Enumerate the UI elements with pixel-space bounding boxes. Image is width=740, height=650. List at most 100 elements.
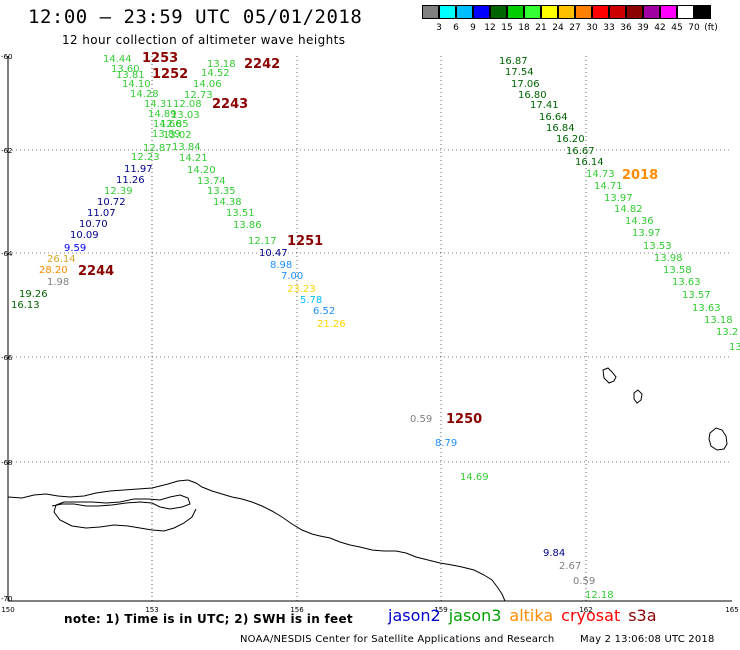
scale-swatch xyxy=(507,5,524,19)
wave-height-value: 19.26 xyxy=(19,289,48,300)
scale-swatch xyxy=(643,5,660,19)
wave-height-value: 13.53 xyxy=(643,241,672,252)
map-frame xyxy=(7,56,732,602)
pass-id-label: 1251 xyxy=(287,234,323,249)
scale-label: 15 xyxy=(501,23,513,33)
satellite-legend-item: s3a xyxy=(628,606,657,625)
wave-height-value: 11.07 xyxy=(87,208,116,219)
pass-id-label: 2244 xyxy=(78,264,114,279)
scale-label: 3 xyxy=(436,23,442,33)
scale-swatch xyxy=(490,5,507,19)
satellite-legend-item: altika xyxy=(509,606,554,625)
wave-height-value: 9.59 xyxy=(64,243,86,254)
coastline-outline xyxy=(7,479,506,602)
scale-label: (ft) xyxy=(704,23,718,33)
scale-label: 24 xyxy=(552,23,564,33)
pass-id-label: 2243 xyxy=(212,97,248,112)
wave-height-value: 14.69 xyxy=(460,472,489,483)
wave-height-value: 12.39 xyxy=(104,186,133,197)
scale-swatch xyxy=(575,5,592,19)
wave-height-value: 13.63 xyxy=(672,277,701,288)
scale-swatch xyxy=(694,5,711,19)
longitude-label: 150 xyxy=(1,606,14,614)
latitude-label: -66 xyxy=(1,354,13,362)
scale-label: 42 xyxy=(654,23,666,33)
wave-height-value: 16.67 xyxy=(566,146,595,157)
map-title: 12:00 – 23:59 UTC 05/01/2018 xyxy=(28,6,363,28)
wave-height-value: 14.21 xyxy=(179,153,208,164)
wave-height-value: 14.89 xyxy=(148,109,177,120)
wave-height-value: 1.98 xyxy=(47,277,69,288)
wave-height-value: 8.79 xyxy=(435,438,457,449)
wave-height-value: 12.18 xyxy=(585,590,614,601)
wave-height-value: 13.89 xyxy=(152,129,181,140)
wave-height-value: 16.64 xyxy=(539,112,568,123)
wave-height-points: 14.4413.6013.8114.1014.2814.3114.8914.66… xyxy=(11,54,740,601)
scale-swatch xyxy=(541,5,558,19)
wave-height-value: 5.78 xyxy=(300,295,322,306)
island-2 xyxy=(633,389,643,404)
wave-height-value: 14.20 xyxy=(187,165,216,176)
wave-height-value: 13.18 xyxy=(207,59,236,70)
wave-height-value: 14.66 xyxy=(153,119,182,130)
satellite-legend-item: jason2 xyxy=(388,606,441,625)
wave-height-value: 13 xyxy=(729,342,740,353)
scale-swatch xyxy=(524,5,541,19)
wave-height-value: 17.06 xyxy=(511,79,540,90)
wave-height-value: 6.52 xyxy=(313,306,335,317)
latitude-label: -70 xyxy=(1,595,12,603)
wave-height-value: 14.38 xyxy=(213,197,242,208)
satellite-legend: jason2 jason3 altika cryosat s3a xyxy=(388,606,665,625)
wave-height-value: 12.87 xyxy=(143,143,172,154)
wave-height-value: 12.23 xyxy=(131,152,160,163)
wave-height-value: 11.97 xyxy=(124,164,153,175)
wave-height-value: 14.52 xyxy=(201,68,230,79)
wave-height-value: 16.80 xyxy=(518,90,547,101)
wave-height-value: 14.10 xyxy=(122,79,151,90)
wave-height-value: 12.73 xyxy=(184,90,213,101)
wave-height-value: 16.20 xyxy=(556,134,585,145)
graticule xyxy=(8,56,732,601)
pass-id-label: 1250 xyxy=(446,412,482,427)
island-3 xyxy=(708,427,728,451)
wave-height-value: 7.00 xyxy=(281,271,303,282)
wave-height-value: 13.81 xyxy=(116,70,145,81)
scale-swatch xyxy=(677,5,694,19)
wave-height-value: 13.84 xyxy=(172,142,201,153)
wave-height-value: 10.47 xyxy=(259,248,288,259)
scale-swatch xyxy=(660,5,677,19)
wave-height-value: 13.58 xyxy=(663,265,692,276)
wave-height-value: 26.14 xyxy=(47,254,76,265)
latitude-label: -64 xyxy=(1,250,13,258)
wave-height-value: 17.54 xyxy=(505,67,534,78)
wave-height-value: 13.63 xyxy=(692,303,721,314)
ice-shelf-outline xyxy=(51,494,197,532)
wave-height-value: 13.57 xyxy=(682,290,711,301)
wave-height-value: 13.97 xyxy=(604,193,633,204)
wave-height-value: 13.51 xyxy=(226,208,255,219)
pass-id-label: 1253 xyxy=(142,51,178,66)
wave-height-value: 13.98 xyxy=(654,253,683,264)
scale-swatch xyxy=(473,5,490,19)
longitude-label: 162 xyxy=(579,606,592,614)
wave-height-value: 10.70 xyxy=(79,219,108,230)
longitude-label: 153 xyxy=(145,606,158,614)
wave-height-value: 14.71 xyxy=(594,181,623,192)
wave-height-value: 16.13 xyxy=(11,300,40,311)
wave-height-value: 9.84 xyxy=(543,548,565,559)
wave-height-value: 14.82 xyxy=(614,204,643,215)
wave-height-value: 12.08 xyxy=(173,99,202,110)
pass-id-label: 1252 xyxy=(152,67,188,82)
wave-height-value: 16.84 xyxy=(546,123,575,134)
scale-label: 6 xyxy=(453,23,459,33)
satellite-legend-item: cryosat xyxy=(561,606,621,625)
scale-label: 30 xyxy=(586,23,598,33)
credit-line: NOAA/NESDIS Center for Satellite Applica… xyxy=(240,634,555,645)
pass-id-label: 2018 xyxy=(622,168,658,183)
scale-label: 36 xyxy=(620,23,632,33)
wave-height-value: 13.2 xyxy=(716,327,738,338)
longitude-label: 156 xyxy=(290,606,304,614)
wave-height-value: 13.02 xyxy=(163,130,192,141)
